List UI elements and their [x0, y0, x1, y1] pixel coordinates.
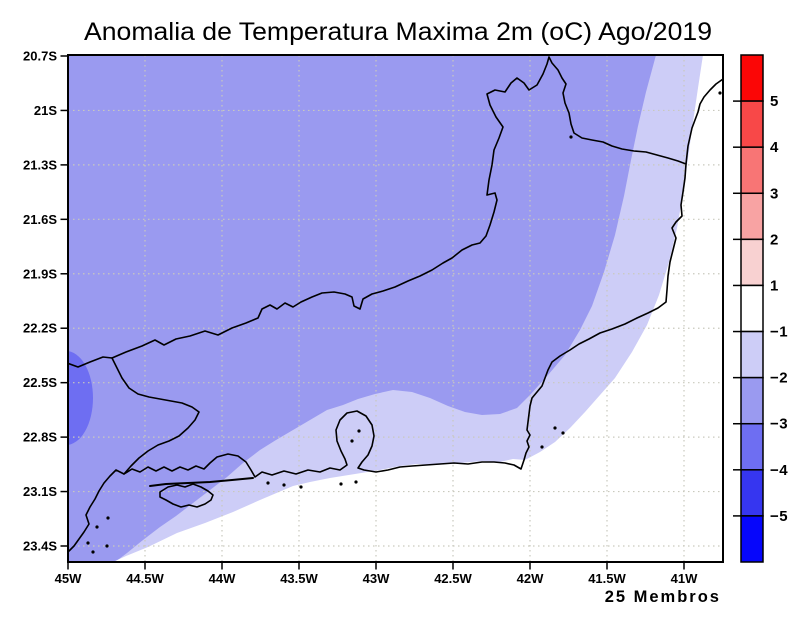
colorbar-segment — [740, 284, 764, 333]
axis-ticks — [60, 55, 685, 570]
axis-labels: 20.7S 21S 21.3S 21.6S 21.9S 22.2S 22.5S 22.8S 23… — [23, 49, 698, 587]
islet-dot — [339, 482, 343, 486]
colorbar-segment — [740, 515, 764, 563]
colorbar-segment — [740, 100, 764, 148]
coastline-layer — [68, 56, 723, 552]
islet-dot — [91, 550, 95, 554]
fill-band-m1-p1 — [113, 55, 723, 562]
fill-pocket-m4-m3 — [68, 351, 93, 445]
colorbar-label: 4 — [770, 139, 779, 156]
ilha-grande-island — [159, 483, 214, 508]
lat-tick-label: 21.9S — [23, 266, 57, 281]
colorbar-label: 5 — [770, 93, 779, 110]
lat-tick-label: 20.7S — [23, 49, 57, 64]
members-caption: 25 Membros — [605, 588, 721, 606]
lon-tick-label: 42W — [517, 571, 544, 586]
colorbar-label: 3 — [770, 185, 779, 202]
lat-tick-label: 21.6S — [23, 212, 57, 227]
colorbar-segment — [740, 422, 764, 471]
lat-tick-label: 23.4S — [23, 539, 57, 554]
colorbar-label: −4 — [770, 462, 788, 479]
islet-dot — [299, 485, 303, 489]
colorbar-label: 2 — [770, 231, 779, 248]
lon-tick-label: 41.5W — [588, 571, 626, 586]
colorbar-label: −2 — [770, 370, 788, 387]
islet-dot — [540, 445, 544, 449]
chart-title: Anomalia de Temperatura Maxima 2m (oC) A… — [84, 18, 712, 46]
lon-tick-label: 45W — [55, 571, 82, 586]
lon-tick-label: 43.5W — [280, 571, 318, 586]
lat-tick-label: 21.3S — [23, 157, 57, 172]
marambaia-spit — [149, 477, 254, 487]
islet-dot — [106, 516, 110, 520]
islet-dot — [350, 439, 354, 443]
northeast-coast — [685, 78, 723, 165]
colorbar: 5 4 3 2 1 −1 −2 −3 −4 −5 — [733, 54, 788, 563]
lat-tick-label: 22.5S — [23, 375, 57, 390]
colorbar-segment — [740, 376, 764, 425]
lat-tick-label: 23.1S — [23, 484, 57, 499]
lon-tick-label: 42.5W — [434, 571, 472, 586]
lat-tick-label: 22.2S — [23, 321, 57, 336]
lat-tick-label: 21S — [34, 103, 57, 118]
islet-dot — [718, 91, 722, 95]
colorbar-label: −3 — [770, 416, 788, 433]
colorbar-label: −5 — [770, 508, 788, 525]
colorbar-segment — [740, 54, 764, 102]
colorbar-segment — [740, 330, 764, 379]
lon-tick-label: 44W — [209, 571, 236, 586]
plot-frame — [67, 54, 724, 563]
colorbar-label: 1 — [770, 277, 779, 294]
islet-dot — [569, 135, 573, 139]
lon-tick-label: 44.5W — [126, 571, 164, 586]
colorbar-segment — [740, 192, 764, 241]
islet-dot — [553, 426, 557, 430]
islet-dot — [105, 544, 109, 548]
sp-border — [111, 357, 200, 475]
lon-tick-label: 41W — [671, 571, 698, 586]
lon-tick-label: 43W — [363, 571, 390, 586]
islet-dot — [95, 525, 99, 529]
islet-dot — [561, 431, 565, 435]
map-area — [68, 55, 723, 562]
state-border-and-coast — [68, 56, 687, 552]
islet-dot — [86, 541, 90, 545]
islet-dot — [282, 483, 286, 487]
islet-dot — [357, 429, 361, 433]
map-generated-layers: 20.7S21S21.3S21.6S21.9S22.2S22.5S22.8S23… — [23, 49, 788, 587]
colorbar-label: −1 — [770, 324, 788, 341]
lat-tick-label: 22.8S — [23, 430, 57, 445]
colorbar-segment — [740, 238, 764, 287]
islet-dot — [354, 480, 358, 484]
colorbar-segment — [740, 146, 764, 195]
colorbar-segment — [740, 469, 764, 517]
islet-dot — [266, 481, 270, 485]
